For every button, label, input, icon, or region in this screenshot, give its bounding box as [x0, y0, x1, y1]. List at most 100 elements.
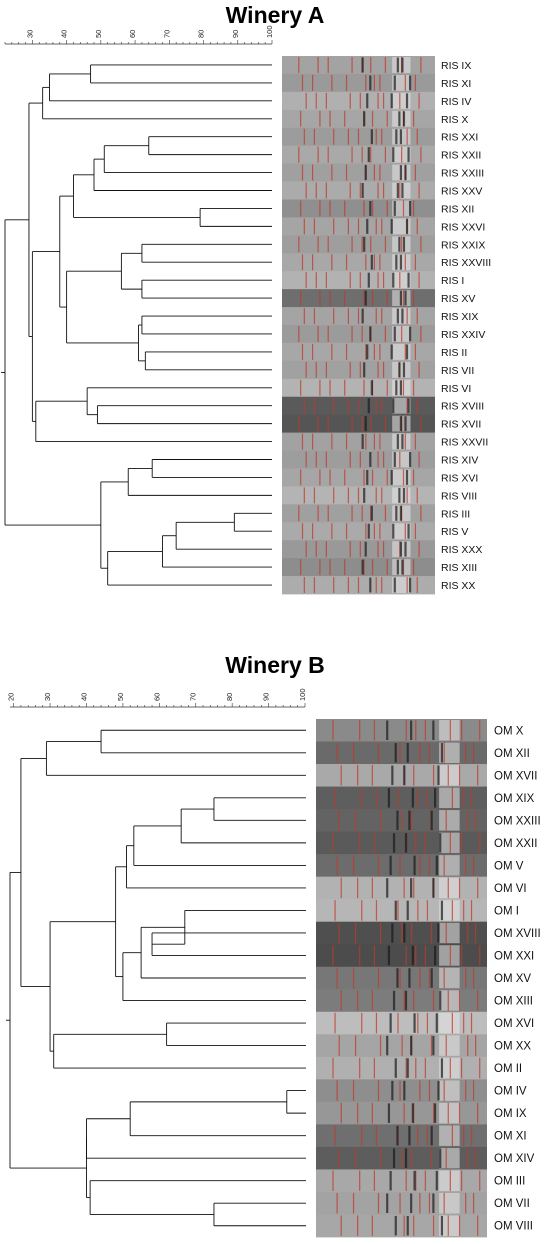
- gel-band: [419, 855, 421, 876]
- gel-band: [317, 326, 319, 342]
- gel-smear: [392, 74, 411, 91]
- scale-tick-label: 30: [25, 30, 34, 38]
- gel-band: [347, 487, 349, 504]
- gel-band-dark: [390, 344, 393, 360]
- gel-band: [329, 290, 331, 307]
- gel-band: [417, 787, 419, 809]
- gel-band: [403, 990, 405, 1011]
- gel-band-dark: [399, 129, 403, 145]
- gel-band-dark: [396, 1125, 399, 1146]
- gel-band: [377, 182, 379, 199]
- gel-band: [359, 945, 361, 966]
- strain-label: RIS XVIII: [441, 401, 484, 413]
- gel-band: [443, 1192, 445, 1214]
- gel-band: [325, 182, 327, 199]
- gel-band: [303, 397, 305, 414]
- gel-band: [461, 1057, 463, 1079]
- gel-band: [399, 855, 401, 876]
- gel-band: [377, 742, 380, 764]
- gel-band-dark: [401, 434, 404, 450]
- gel-band: [359, 1170, 361, 1191]
- gel-band: [373, 254, 375, 271]
- gel-band: [399, 541, 401, 558]
- strain-label: OM XV: [494, 973, 531, 985]
- gel-band: [370, 57, 372, 73]
- gel-band: [332, 945, 334, 966]
- gel-smear: [439, 990, 460, 1011]
- gel-band: [414, 254, 417, 271]
- gel-band: [419, 1080, 421, 1101]
- gel-band: [298, 236, 300, 253]
- gel-band: [351, 326, 353, 342]
- gel-band: [361, 326, 363, 342]
- strain-label: OM XI: [494, 1131, 527, 1143]
- gel-band: [426, 787, 429, 809]
- gel-band: [351, 415, 353, 432]
- strain-label: OM XVIII: [494, 928, 541, 940]
- gel-band: [336, 967, 338, 989]
- gel-band: [365, 433, 367, 450]
- gel-band: [354, 1035, 357, 1056]
- gel-band-dark: [386, 878, 389, 898]
- gel-band: [397, 787, 399, 809]
- strain-label: RIS V: [441, 526, 468, 538]
- gel-band: [349, 272, 351, 289]
- gel-band: [406, 308, 408, 324]
- gel-band: [357, 765, 359, 786]
- gel-band: [331, 343, 333, 360]
- gel-band: [406, 577, 408, 593]
- strain-label: OM VIII: [494, 1221, 533, 1233]
- gel-band: [375, 128, 377, 145]
- gel-band: [379, 1035, 382, 1056]
- gel-band-dark: [401, 308, 404, 324]
- strain-label: RIS I: [441, 275, 464, 287]
- gel-band: [373, 523, 375, 540]
- gel-band-dark: [408, 577, 412, 593]
- gel-band: [428, 1080, 431, 1101]
- gel-band-dark: [396, 434, 399, 450]
- gel-band: [363, 469, 365, 486]
- gel-band-dark: [401, 57, 404, 73]
- gel-band: [465, 967, 467, 989]
- gel-band-dark: [396, 57, 399, 73]
- gel-band: [373, 164, 375, 181]
- gel-band: [363, 379, 365, 396]
- gel-band: [420, 236, 422, 253]
- gel-band: [354, 1147, 357, 1169]
- gel-band: [365, 343, 367, 360]
- gel-band-dark: [411, 945, 414, 966]
- scale-tick-label: 100: [265, 25, 274, 38]
- strain-label: OM XXI: [494, 950, 534, 962]
- gel-band-dark: [413, 855, 416, 876]
- strain-label: RIS XIV: [441, 455, 478, 467]
- gel-band: [375, 397, 377, 414]
- strain-label: RIS VII: [441, 365, 474, 377]
- gel-band: [475, 1035, 477, 1056]
- gel-band-dark: [435, 855, 438, 876]
- gel-band: [311, 523, 314, 540]
- gel-band: [458, 765, 461, 786]
- gel-band-dark: [439, 990, 442, 1011]
- gel-lane: [316, 854, 487, 878]
- gel-band-dark: [399, 254, 403, 270]
- gel-band: [347, 397, 349, 414]
- gel-band: [415, 720, 417, 741]
- gel-lane: [316, 1079, 487, 1103]
- gel-lane: [282, 522, 435, 541]
- gel-band: [379, 1147, 382, 1169]
- gel-band: [406, 128, 408, 145]
- gel-band: [449, 832, 451, 854]
- gel-band: [298, 146, 300, 163]
- gel-band: [420, 326, 422, 342]
- gel-band-dark: [396, 968, 399, 988]
- gel-band: [451, 1012, 453, 1034]
- gel-band: [361, 787, 363, 809]
- gel-band: [336, 1192, 338, 1214]
- gel-band-dark: [369, 577, 372, 593]
- gel-band: [334, 787, 336, 809]
- gel-band: [472, 967, 475, 989]
- gel-band: [371, 990, 373, 1011]
- gel-band-dark: [396, 308, 399, 324]
- gel-band: [300, 110, 302, 127]
